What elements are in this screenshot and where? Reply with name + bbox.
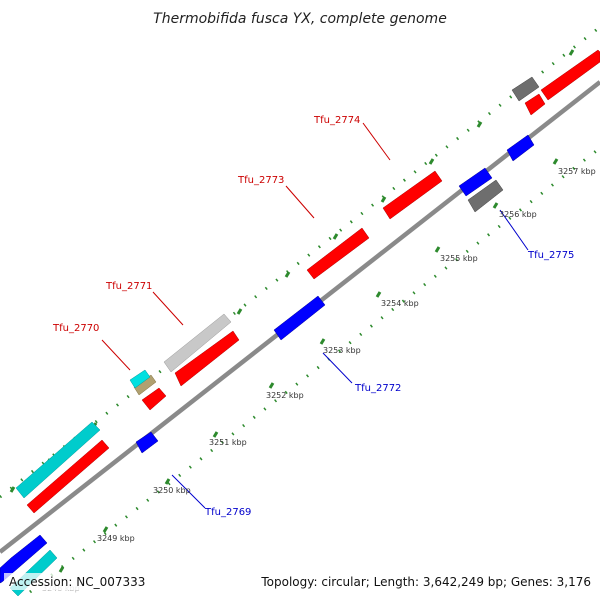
- label-connectors: [101, 122, 529, 509]
- tick-label: 3252 kbp: [266, 391, 304, 400]
- connector-tfu-2769: [171, 474, 206, 509]
- accession-text: Accession: NC_007333: [9, 575, 145, 589]
- gene-label[interactable]: Tfu_2769: [204, 507, 251, 518]
- gene-feature-reverse[interactable]: [506, 134, 535, 162]
- gene-label[interactable]: Tfu_2770: [52, 323, 99, 334]
- connector-tfu-2772: [322, 352, 353, 384]
- gene-feature-forward[interactable]: [306, 227, 370, 280]
- major-tick: [236, 308, 243, 315]
- major-tick: [102, 526, 109, 533]
- tick-label: 3254 kbp: [381, 299, 419, 308]
- genome-summary-text: Topology: circular; Length: 3,642,249 bp…: [260, 575, 591, 589]
- tick-label: 3253 kbp: [323, 346, 361, 355]
- outer-tick-track: [0, 25, 600, 499]
- gene-label[interactable]: Tfu_2774: [313, 115, 360, 126]
- major-tick: [319, 338, 326, 345]
- connector-tfu-2774: [362, 122, 391, 161]
- connector-tfu-2773: [285, 185, 315, 219]
- major-tick: [476, 121, 483, 128]
- major-tick: [58, 566, 65, 573]
- gene-feature-reverse[interactable]: [273, 295, 326, 341]
- position-labels: 3249 kbp 3250 kbp 3251 kbp 3252 kbp 3253…: [97, 167, 596, 543]
- map-title: Thermobifida fusca YX, complete genome: [153, 11, 447, 27]
- major-tick: [434, 246, 441, 253]
- major-tick: [9, 486, 16, 493]
- gene-labels: Tfu_2770 Tfu_2771 Tfu_2773 Tfu_2774 Tfu_…: [52, 115, 574, 518]
- tick-label: 3256 kbp: [499, 210, 537, 219]
- gene-label[interactable]: Tfu_2772: [354, 383, 401, 394]
- major-tick: [164, 478, 171, 485]
- gene-feature-forward[interactable]: [524, 93, 546, 116]
- connector-tfu-2771: [152, 291, 184, 326]
- connector-tfu-2775: [499, 209, 529, 251]
- tick-label: 3250 kbp: [153, 486, 191, 495]
- gene-feature-reverse[interactable]: [458, 167, 493, 197]
- dark-feature[interactable]: [511, 76, 540, 102]
- connector-tfu-2770: [101, 339, 131, 371]
- major-tick: [375, 291, 382, 298]
- major-tick: [428, 158, 435, 165]
- major-tick: [284, 271, 291, 278]
- dark-feature[interactable]: [467, 179, 504, 213]
- tick-label: 3249 kbp: [97, 534, 135, 543]
- major-tick: [212, 431, 219, 438]
- reverse-features: [0, 134, 535, 597]
- tick-label: 3251 kbp: [209, 438, 247, 447]
- gene-feature-reverse[interactable]: [135, 431, 159, 454]
- inner-major-ticks: [58, 158, 559, 573]
- other-feature[interactable]: [163, 313, 232, 373]
- gene-feature-forward[interactable]: [382, 170, 443, 220]
- gene-feature-reverse[interactable]: [0, 534, 48, 584]
- tick-label: 3255 kbp: [440, 254, 478, 263]
- gene-feature-forward[interactable]: [174, 330, 240, 387]
- tick-tracks: [0, 25, 600, 594]
- major-tick: [552, 158, 559, 165]
- gene-feature-forward[interactable]: [540, 49, 600, 101]
- major-tick: [492, 202, 499, 209]
- tick-label: 3257 kbp: [558, 167, 596, 176]
- rna-feature-forward[interactable]: [15, 421, 101, 499]
- forward-features: [15, 49, 600, 514]
- major-tick: [268, 382, 275, 389]
- gene-label[interactable]: Tfu_2775: [527, 250, 574, 261]
- major-tick: [380, 196, 387, 203]
- footer-backdrop-left: [4, 573, 146, 590]
- gene-label[interactable]: Tfu_2773: [237, 175, 284, 186]
- rna-feature-small[interactable]: [129, 369, 151, 389]
- gene-label[interactable]: Tfu_2771: [105, 281, 152, 292]
- major-tick: [568, 49, 575, 56]
- gene-feature-forward[interactable]: [26, 439, 110, 514]
- major-tick: [332, 233, 339, 240]
- gene-feature-forward[interactable]: [141, 387, 167, 411]
